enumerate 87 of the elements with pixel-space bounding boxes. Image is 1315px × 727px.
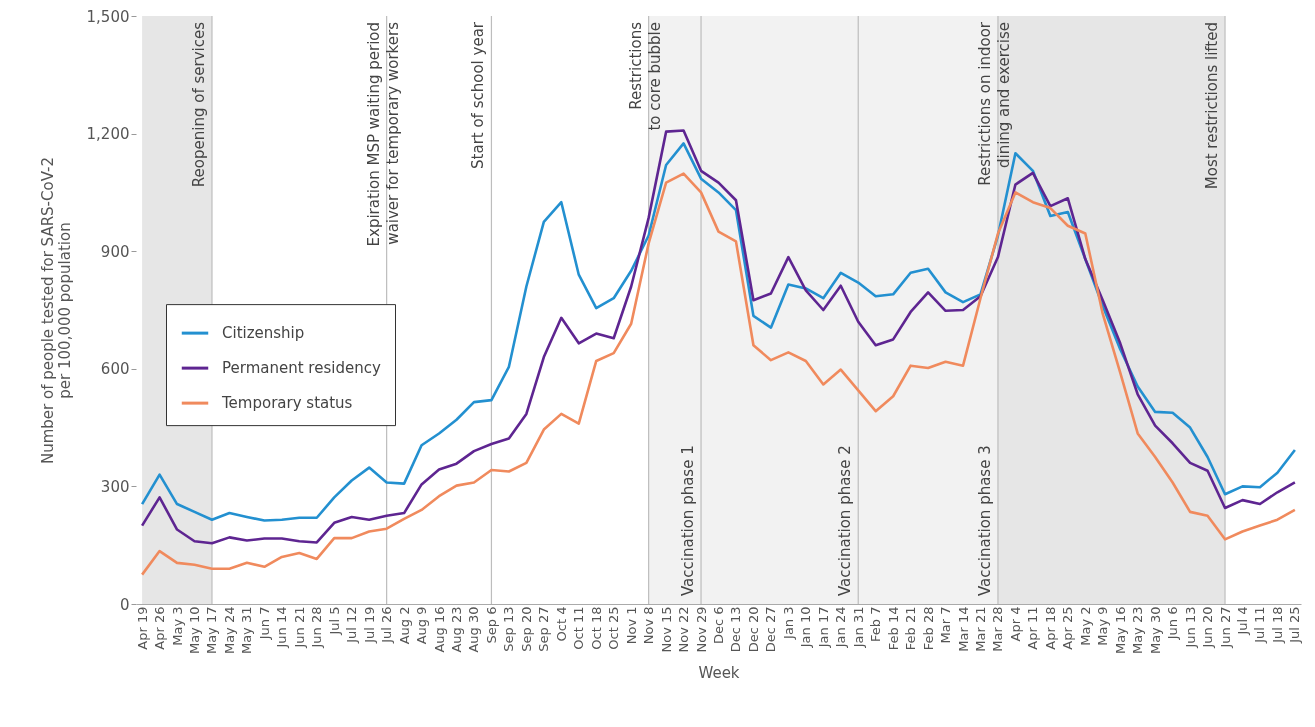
x-tick-label: Nov 29 <box>693 606 709 653</box>
x-tick-label: Nov 1 <box>623 606 639 645</box>
x-tick-label: Sep 27 <box>536 606 552 652</box>
x-tick-label: Oct 25 <box>606 606 622 650</box>
annotation: Restrictions on indoor dining and exercise <box>975 21 1013 186</box>
x-tick-label: Jun 21 <box>291 606 307 649</box>
annotation: Reopening of services <box>189 21 208 188</box>
x-tick-label: May 16 <box>1112 606 1128 655</box>
x-tick-label: Aug 2 <box>396 606 412 645</box>
x-tick-label: Dec 20 <box>745 606 761 653</box>
x-tick-label: May 17 <box>204 606 220 655</box>
x-tick-label: Jul 4 <box>1234 606 1250 636</box>
annotation: Vaccination phase 1 <box>679 445 698 596</box>
x-tick-label: Apr 4 <box>1007 606 1023 642</box>
legend-label: Citizenship <box>222 324 305 343</box>
x-tick-label: May 9 <box>1095 606 1111 646</box>
y-axis-title: Number of people tested for SARS-CoV-2 per 100,000 population <box>38 157 74 464</box>
x-tick-label: Aug 23 <box>449 606 465 653</box>
x-tick-label: Dec 6 <box>711 606 726 645</box>
annotation: Most restrictions lifted <box>1203 22 1222 190</box>
x-tick-label: Jan 31 <box>850 606 866 649</box>
x-tick-label: Aug 30 <box>466 606 482 653</box>
x-tick-label: May 30 <box>1147 606 1163 655</box>
x-tick-label: Jul 25 <box>1287 606 1303 644</box>
x-tick-label: Nov 8 <box>641 606 657 645</box>
x-tick-label: Mar 7 <box>938 606 954 644</box>
x-tick-label: Nov 22 <box>676 606 692 653</box>
legend-label: Temporary status <box>221 394 353 413</box>
x-tick-label: Feb 28 <box>920 606 936 651</box>
x-tick-label: Apr 11 <box>1025 606 1041 650</box>
x-tick-label: Aug 9 <box>414 606 430 645</box>
x-tick-label: May 2 <box>1077 606 1093 646</box>
x-tick-label: Feb 14 <box>885 606 901 651</box>
x-tick-label: May 23 <box>1130 606 1146 655</box>
x-tick-label: Apr 18 <box>1042 606 1058 650</box>
annotation: Expiration MSP waiting period waiver for temporary workers <box>364 21 402 247</box>
x-tick-label: Jul 11 <box>1252 606 1268 644</box>
x-tick-label: May 10 <box>187 606 203 655</box>
x-axis-title: Week <box>698 664 740 683</box>
legend-label: Permanent residency <box>222 359 381 378</box>
x-tick-label: Dec 27 <box>763 606 779 653</box>
x-tick-label: Mar 28 <box>990 606 1006 652</box>
y-tick-label: 0 <box>119 595 130 614</box>
x-tick-label: Nov 15 <box>658 606 674 653</box>
x-tick-label: Jun 13 <box>1182 606 1198 649</box>
x-tick-label: Jun 14 <box>274 606 290 649</box>
x-tick-label: Sep 20 <box>518 606 534 652</box>
annotation: Start of school year <box>469 21 488 169</box>
y-tick-label: 900 <box>100 242 130 261</box>
y-tick-label: 1,500 <box>86 7 130 26</box>
x-tick-label: Jan 17 <box>815 606 831 649</box>
x-tick-label: Mar 14 <box>955 606 971 652</box>
x-tick-label: Jun 28 <box>309 606 325 649</box>
x-tick-label: Jun 7 <box>256 606 272 641</box>
annotation: Vaccination phase 3 <box>975 445 994 596</box>
x-tick-label: May 31 <box>239 606 255 655</box>
x-tick-label: Jul 19 <box>361 606 377 644</box>
x-tick-label: Jul 5 <box>326 606 342 636</box>
x-tick-label: Apr 19 <box>134 606 150 650</box>
x-tick-label: Aug 16 <box>431 606 447 653</box>
x-tick-label: Apr 25 <box>1060 606 1076 650</box>
x-tick-label: Sep 13 <box>501 606 517 652</box>
x-tick-label: Jun 6 <box>1165 606 1181 641</box>
x-tick-label: Oct 11 <box>571 606 587 650</box>
y-tick-label: 300 <box>100 477 130 496</box>
x-tick-label: Oct 18 <box>588 606 604 650</box>
x-tick-label: Jun 27 <box>1217 606 1233 649</box>
annotation: Restrictions to core bubble <box>626 21 664 131</box>
x-tick-label: Jan 3 <box>780 606 796 640</box>
x-tick-label: Dec 13 <box>728 606 744 653</box>
x-tick-label: Jan 10 <box>798 606 814 649</box>
x-tick-label: Apr 26 <box>152 606 168 650</box>
x-tick-label: May 24 <box>221 606 237 655</box>
x-tick-label: Feb 21 <box>903 606 919 651</box>
x-tick-label: Oct 4 <box>553 606 569 642</box>
annotation: Vaccination phase 2 <box>836 445 855 596</box>
x-tick-label: Jan 24 <box>833 606 849 649</box>
x-tick-label: Jul 18 <box>1269 606 1285 644</box>
x-tick-label: Jul 12 <box>344 606 360 644</box>
x-tick-label: Jul 26 <box>379 606 395 644</box>
y-tick-label: 1,200 <box>86 125 130 144</box>
x-tick-label: Sep 6 <box>483 606 499 644</box>
x-tick-label: May 3 <box>169 606 185 646</box>
x-tick-label: Mar 21 <box>972 606 988 652</box>
x-tick-label: Jun 20 <box>1200 606 1216 649</box>
y-tick-label: 600 <box>100 360 130 379</box>
x-tick-label: Feb 7 <box>868 606 884 642</box>
